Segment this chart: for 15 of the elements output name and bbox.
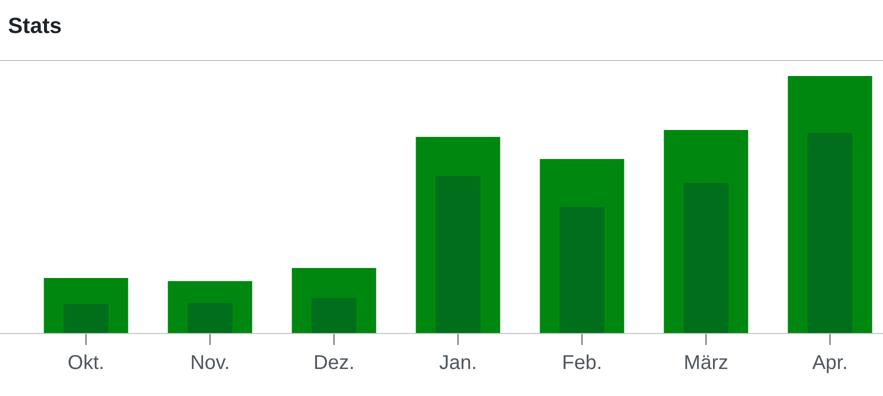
bar [808, 133, 852, 333]
x-tick-label: Nov. [190, 352, 230, 374]
x-tick-label: März [684, 352, 728, 374]
x-tick-label: Okt. [68, 352, 104, 374]
bar [312, 298, 356, 333]
x-tick-label: Jan. [439, 352, 477, 374]
bar [684, 182, 728, 333]
bar [560, 207, 604, 333]
bar [436, 176, 480, 333]
x-tick-label: Dez. [313, 352, 355, 374]
bar [188, 302, 232, 333]
bar [64, 304, 108, 333]
chart-title: Stats [8, 13, 62, 38]
x-tick-label: Feb. [562, 352, 602, 374]
x-tick-label: Apr. [812, 352, 848, 374]
